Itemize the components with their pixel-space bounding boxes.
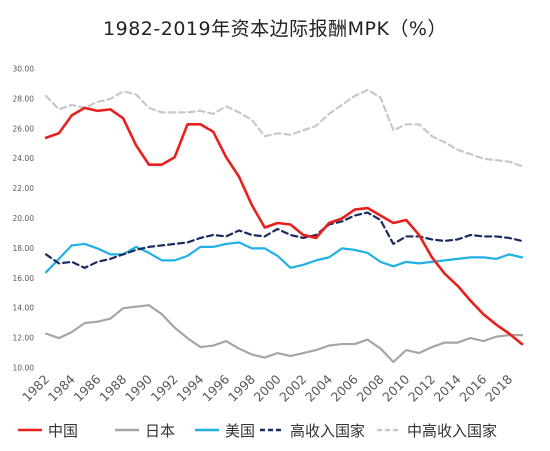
x-tick-label: 1988 <box>96 371 129 404</box>
legend-swatch <box>377 428 401 432</box>
x-tick-label: 1990 <box>122 371 155 404</box>
legend-label: 高收入国家 <box>290 421 366 440</box>
x-axis-ticks: 1982198419861988199019921994199619982000… <box>19 371 515 404</box>
x-tick-label: 2008 <box>354 371 387 404</box>
chart-legend: 中国 日本 美国 高收入国家 中高收入国家 <box>0 418 550 442</box>
y-axis-ticks: 10.00 12.00 14.00 16.00 18.00 20.00 22.00 24.00… <box>13 65 35 373</box>
series-layer <box>44 88 524 364</box>
x-tick-label: 1998 <box>225 371 258 404</box>
legend-swatch <box>18 428 42 432</box>
chart-title: 1982-2019年资本边际报酬MPK（%） <box>103 18 447 40</box>
y-tick-label: 26.00 <box>13 124 35 133</box>
legend-swatch <box>260 428 284 432</box>
y-tick-label: 10.00 <box>13 364 35 373</box>
y-tick-label: 24.00 <box>13 154 35 163</box>
legend-label: 中高收入国家 <box>407 421 498 440</box>
x-tick-label: 2018 <box>482 371 515 404</box>
y-tick-label: 18.00 <box>13 244 35 253</box>
legend-label: 美国 <box>225 421 256 440</box>
x-tick-label: 1986 <box>70 371 103 404</box>
x-tick-label: 1982 <box>19 372 52 405</box>
y-tick-label: 14.00 <box>13 304 35 313</box>
legend-item: 美国 <box>193 418 255 442</box>
y-tick-label: 30.00 <box>13 65 35 74</box>
x-tick-label: 2014 <box>431 371 464 404</box>
x-tick-label: 2000 <box>251 371 284 404</box>
series-line-2 <box>44 241 524 274</box>
x-tick-label: 2006 <box>328 371 361 404</box>
x-tick-label: 2010 <box>379 371 412 404</box>
x-tick-label: 2004 <box>302 371 335 404</box>
series-line-3 <box>44 211 524 269</box>
legend-item: 日本 <box>113 418 175 442</box>
legend-item: 高收入国家 <box>258 418 365 442</box>
x-tick-label: 2016 <box>456 371 489 404</box>
x-tick-label: 2012 <box>405 372 438 405</box>
series-line-4 <box>44 88 524 168</box>
x-tick-label: 1992 <box>148 372 181 405</box>
legend-item: 中国 <box>16 418 78 442</box>
y-tick-label: 12.00 <box>13 334 35 343</box>
x-tick-label: 2002 <box>276 372 309 405</box>
y-tick-label: 20.00 <box>13 214 35 223</box>
x-tick-label: 1994 <box>173 371 206 404</box>
y-tick-label: 16.00 <box>13 274 35 283</box>
series-line-0 <box>44 106 524 346</box>
legend-swatch <box>115 428 139 432</box>
x-tick-label: 1984 <box>45 371 78 404</box>
y-tick-label: 28.00 <box>13 94 35 103</box>
legend-label: 日本 <box>145 421 176 440</box>
y-tick-label: 22.00 <box>13 184 35 193</box>
legend-label: 中国 <box>48 421 79 440</box>
series-line-1 <box>44 304 524 364</box>
legend-swatch <box>195 428 219 432</box>
legend-item: 中高收入国家 <box>375 418 497 442</box>
x-tick-label: 1996 <box>199 371 232 404</box>
